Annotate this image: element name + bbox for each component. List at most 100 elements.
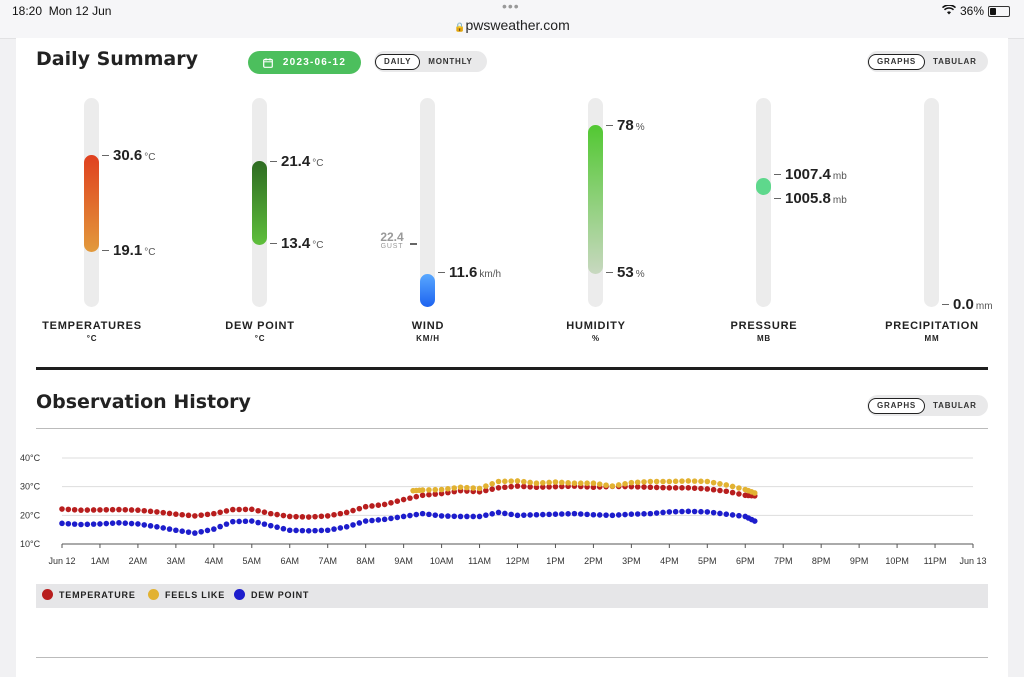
pressure-range-bar xyxy=(756,178,771,195)
dew-point-range-bar xyxy=(252,161,267,245)
data-point xyxy=(223,508,230,514)
x-tick-label: 8PM xyxy=(812,556,831,566)
data-point xyxy=(413,493,420,500)
data-point xyxy=(464,484,470,491)
data-point xyxy=(248,518,255,524)
data-point xyxy=(381,501,388,508)
data-point xyxy=(558,511,565,517)
data-point xyxy=(729,489,736,496)
legend-temperature[interactable]: TEMPERATURE xyxy=(42,589,136,600)
data-point xyxy=(641,511,647,517)
data-point xyxy=(362,503,369,510)
data-point xyxy=(717,487,723,494)
gauge-track xyxy=(84,98,99,307)
data-point xyxy=(432,486,439,493)
gauge-track xyxy=(420,98,435,307)
data-point xyxy=(432,491,439,497)
data-point xyxy=(350,507,356,514)
data-point xyxy=(483,483,489,489)
status-time: 18:20 Mon 12 Jun xyxy=(12,4,112,18)
tabular-tab[interactable]: TABULAR xyxy=(933,57,977,66)
data-point xyxy=(483,487,489,494)
data-point xyxy=(672,478,679,485)
history-graphs-tab[interactable]: GRAPHS xyxy=(868,397,926,414)
data-point xyxy=(337,525,344,531)
data-point xyxy=(666,509,673,515)
data-point xyxy=(217,509,223,516)
more-dots-icon[interactable]: ••• xyxy=(502,0,520,14)
x-tick-label: 6PM xyxy=(736,556,755,566)
data-point xyxy=(502,484,508,491)
daily-tab[interactable]: DAILY xyxy=(375,53,421,70)
wind-speed-bar xyxy=(420,274,435,307)
data-point xyxy=(634,479,641,486)
battery-percent: 36% xyxy=(959,4,984,18)
data-point xyxy=(356,505,363,512)
data-point xyxy=(65,506,72,513)
x-tick-label: 10AM xyxy=(430,556,454,566)
data-point xyxy=(679,508,685,515)
dew-point-title: DEW POINT xyxy=(225,320,295,332)
data-point xyxy=(248,506,255,513)
data-point xyxy=(394,514,401,521)
url-bar[interactable]: 🔒pwsweather.com xyxy=(454,17,570,33)
data-point xyxy=(489,486,495,492)
data-point xyxy=(698,478,704,485)
x-tick-label: 8AM xyxy=(356,556,375,566)
y-tick-label: 30°C xyxy=(20,482,41,492)
data-point xyxy=(400,513,407,520)
data-point xyxy=(527,484,533,490)
precipitation-unit: MM xyxy=(924,334,940,343)
history-tabular-tab[interactable]: TABULAR xyxy=(933,401,977,410)
legend-dew-point[interactable]: DEW POINT xyxy=(234,589,309,600)
data-point xyxy=(426,487,432,493)
data-point xyxy=(596,481,603,487)
data-point xyxy=(679,485,685,491)
data-point xyxy=(286,513,293,520)
data-point xyxy=(527,479,533,486)
temperature-dot-icon xyxy=(42,589,53,600)
wind-unit: KM/H xyxy=(416,334,440,343)
data-point xyxy=(280,512,287,519)
data-point xyxy=(350,522,356,528)
data-point xyxy=(527,512,533,518)
data-point xyxy=(691,485,698,491)
data-point xyxy=(293,527,299,534)
x-tick-label: 1PM xyxy=(546,556,565,566)
data-point xyxy=(185,512,192,519)
data-point xyxy=(445,513,451,519)
x-tick-label: 7PM xyxy=(774,556,793,566)
data-point xyxy=(324,527,331,534)
data-point xyxy=(751,490,758,496)
data-point xyxy=(419,510,426,517)
data-point xyxy=(584,480,590,487)
data-point xyxy=(495,478,502,485)
x-tick-label: 4PM xyxy=(660,556,679,566)
data-point xyxy=(666,485,673,491)
data-point xyxy=(337,510,344,517)
data-point xyxy=(267,522,274,529)
data-point xyxy=(546,511,552,518)
monthly-tab[interactable]: MONTHLY xyxy=(428,57,473,66)
data-point xyxy=(679,478,685,484)
data-point xyxy=(388,500,394,506)
temperature-high: 30.6 °C xyxy=(102,147,155,164)
x-tick-label: 2AM xyxy=(129,556,148,566)
x-tick-label: 2PM xyxy=(584,556,603,566)
data-point xyxy=(628,479,635,486)
x-tick-label: 3PM xyxy=(622,556,641,566)
data-point xyxy=(230,506,236,513)
page-content: Daily Summary 2023-06-12 DAILY MONTHLY G… xyxy=(16,38,1008,677)
graphs-tab[interactable]: GRAPHS xyxy=(868,53,926,70)
x-tick-label: 9AM xyxy=(394,556,413,566)
data-point xyxy=(710,479,717,486)
data-point xyxy=(305,514,312,520)
data-point xyxy=(103,520,110,527)
date-picker-button[interactable]: 2023-06-12 xyxy=(248,51,361,74)
data-point xyxy=(647,478,654,485)
data-point xyxy=(211,510,217,517)
pressure-high: 1007.4 mb xyxy=(774,166,847,183)
legend-feels-like[interactable]: FEELS LIKE xyxy=(148,589,225,600)
data-point xyxy=(426,511,432,518)
data-point xyxy=(717,510,723,517)
